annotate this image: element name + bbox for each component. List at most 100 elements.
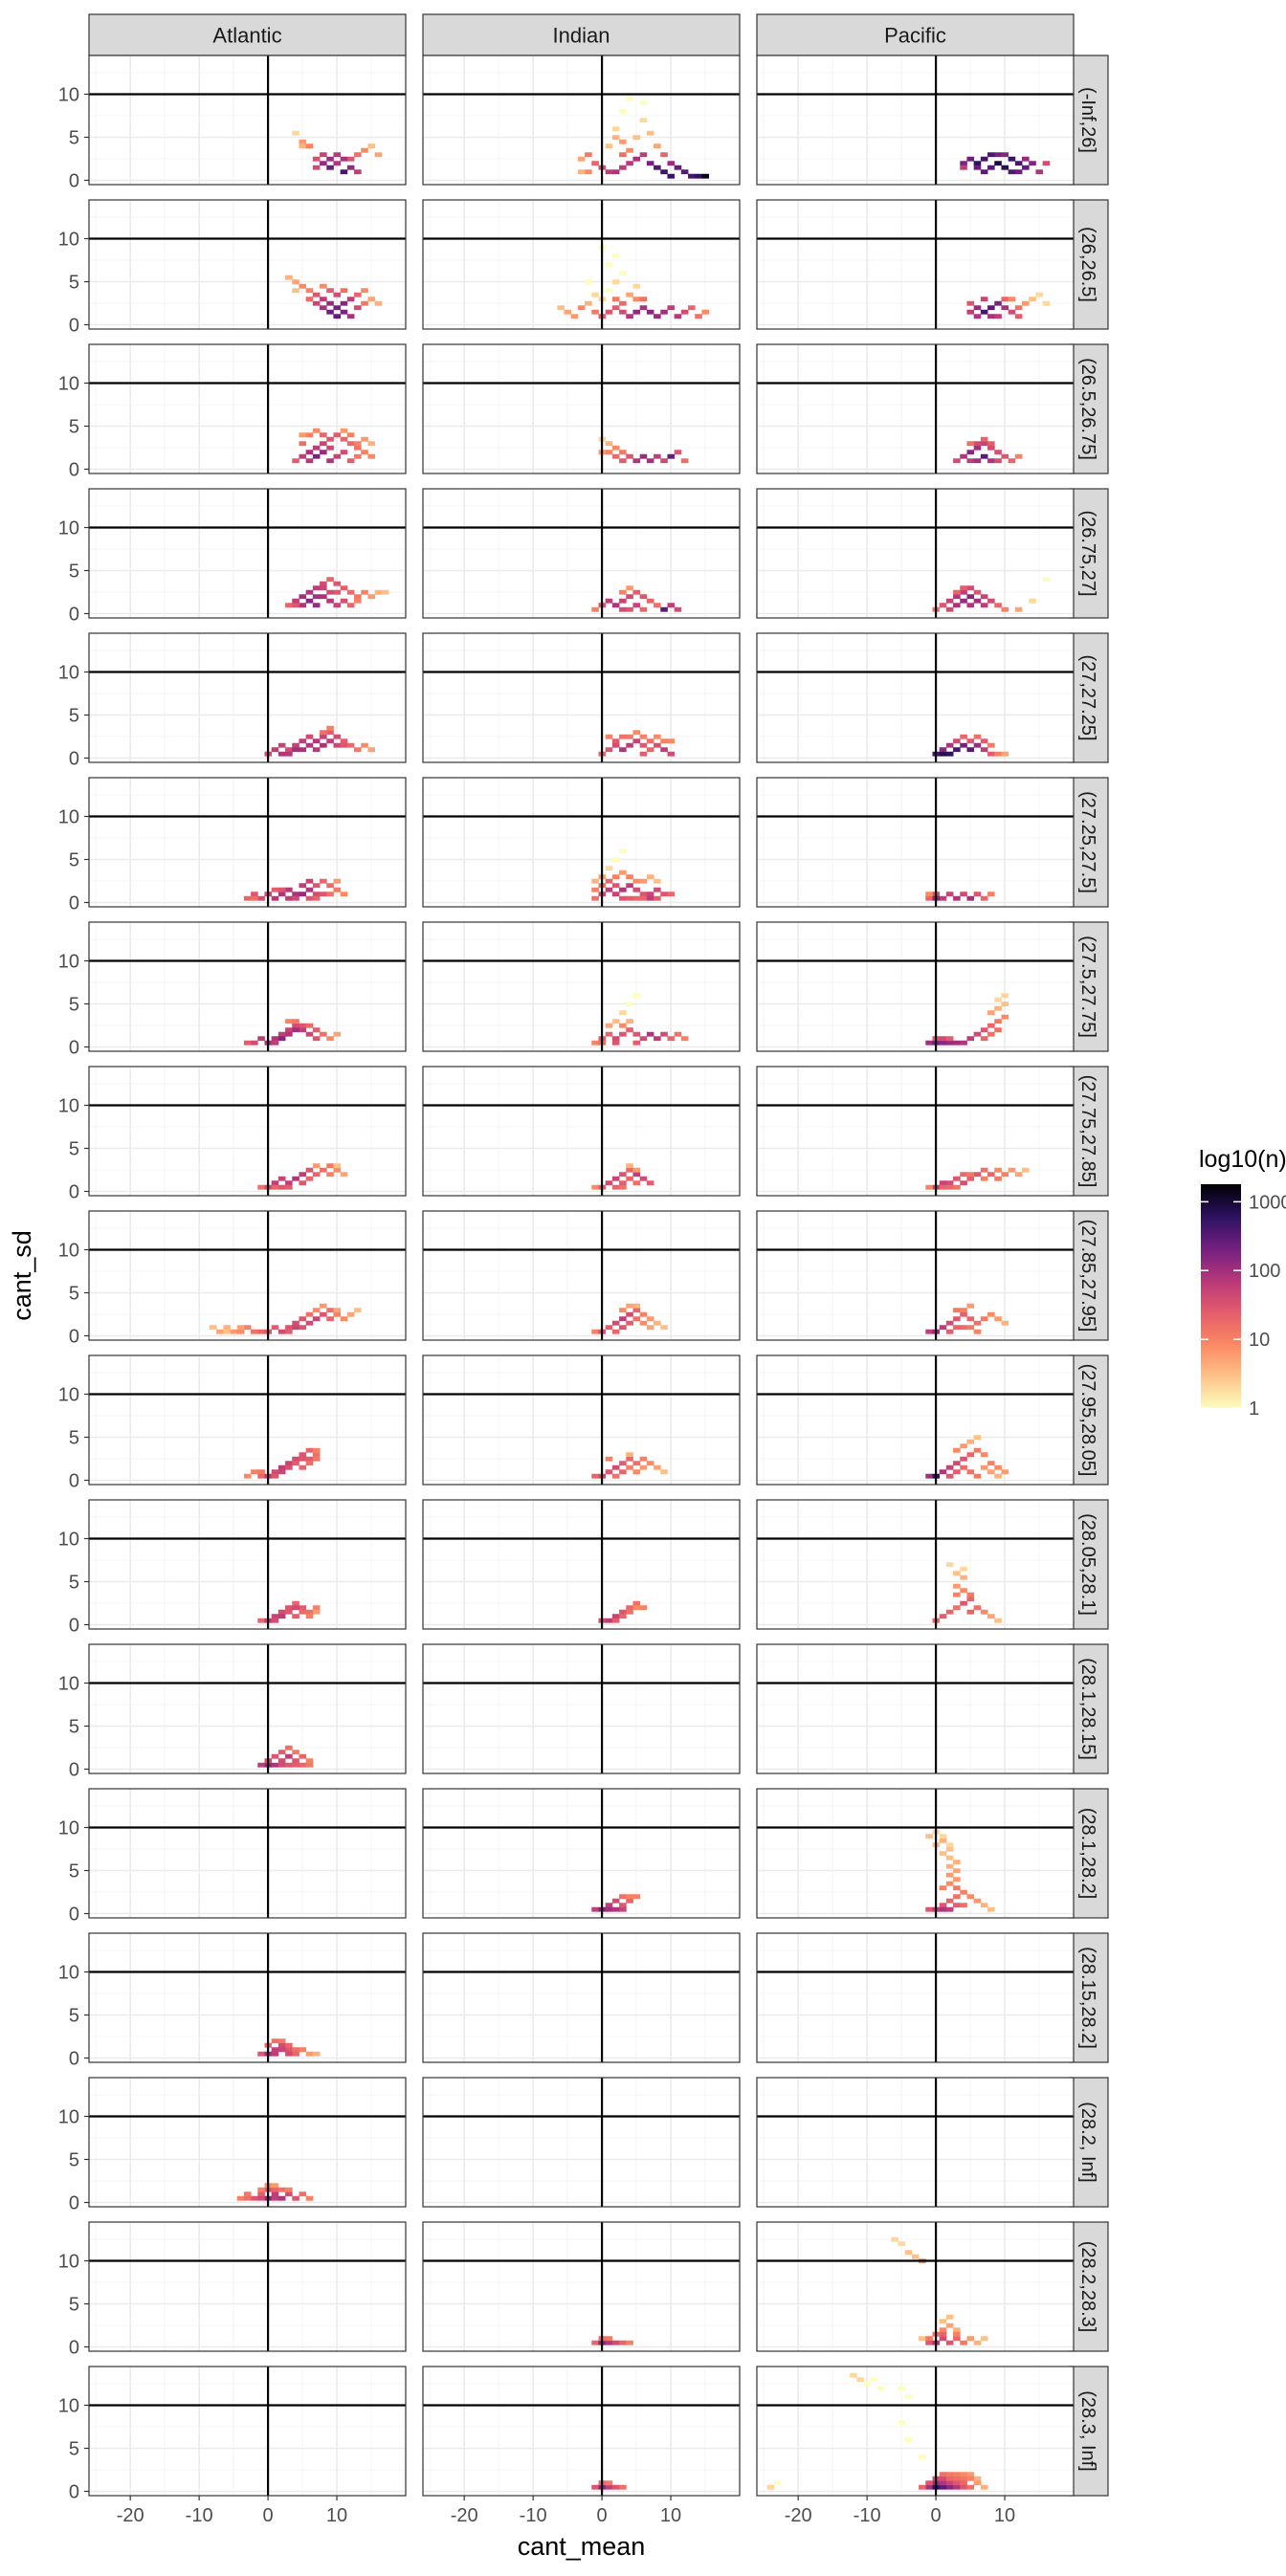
heat-cell <box>312 300 321 306</box>
heat-cell <box>987 1461 995 1466</box>
y-tick-label: 0 <box>69 1904 79 1926</box>
heat-cell <box>605 1456 613 1462</box>
panel-border <box>88 1066 407 1197</box>
y-tick-label: 5 <box>69 2150 79 2171</box>
heat-cell <box>945 751 954 757</box>
heat-cell <box>299 603 307 608</box>
heat-cell <box>626 1464 633 1470</box>
y-tick-label: 5 <box>69 273 79 294</box>
panel-border <box>88 343 407 474</box>
panel-background <box>423 778 740 907</box>
heat-cell <box>626 1605 633 1611</box>
heat-cell <box>346 165 355 170</box>
heat-cell <box>585 300 592 306</box>
heat-cell <box>953 747 961 753</box>
heat-cells <box>591 848 676 901</box>
column-strip: Indian <box>422 13 741 56</box>
heat-cell <box>619 165 627 170</box>
heat-cell <box>646 895 654 901</box>
heat-cell <box>611 126 620 132</box>
heat-cell <box>312 1605 321 1611</box>
x-axis-layer: -20 -10 0 10 -20 -10 0 10 -20 -10 0 10 <box>117 2496 1015 2526</box>
heat-cell <box>340 428 348 433</box>
heat-cell <box>960 1600 967 1606</box>
heat-cell <box>980 738 988 744</box>
panel-border <box>88 2221 407 2352</box>
heat-cell <box>285 1609 293 1615</box>
heat-cell <box>973 598 982 604</box>
heat-cell <box>646 874 654 880</box>
heat-cell <box>216 1329 224 1334</box>
heat-cell <box>966 1592 975 1597</box>
panel-background <box>89 489 406 618</box>
y-tick-label: 10 <box>58 85 79 106</box>
heat-cell <box>953 1877 961 1882</box>
heat-cell <box>619 1316 627 1322</box>
row-strip: (28.2, Inf] <box>1069 2077 1109 2208</box>
heat-cell <box>646 130 654 136</box>
heat-cell <box>925 1473 933 1479</box>
x-tick-label: -20 <box>785 2505 812 2526</box>
heat-cell <box>285 275 293 280</box>
panel-background <box>423 1355 740 1485</box>
panel-background <box>89 1644 406 1773</box>
heat-cell <box>236 1325 245 1331</box>
heat-cell <box>619 1609 627 1615</box>
column-strip: Pacific <box>756 13 1075 56</box>
heat-cell <box>611 892 620 897</box>
heat-cell <box>1001 751 1009 757</box>
heat-cell <box>980 1027 988 1033</box>
panel <box>756 2366 1075 2497</box>
heat-cell <box>333 1308 342 1313</box>
heat-cell <box>953 1605 961 1611</box>
y-tick-label: 10 <box>58 2396 79 2417</box>
heat-cell <box>953 895 961 901</box>
panel-border <box>422 1788 741 1919</box>
heat-cell <box>257 2191 265 2197</box>
heat-cell <box>966 747 975 753</box>
panel <box>422 2221 741 2352</box>
heat-cell <box>626 585 633 591</box>
row-strip: (27,27.25] <box>1069 632 1109 763</box>
heat-cell <box>1035 292 1044 297</box>
heat-cell <box>639 1176 648 1181</box>
row-strip-label: (28.1,28.15] <box>1077 1658 1098 1760</box>
heat-cell <box>367 297 376 302</box>
heat-cell <box>626 2340 633 2345</box>
panel-background <box>89 778 406 907</box>
heat-cell <box>639 751 648 757</box>
heat-cell <box>271 2195 279 2201</box>
strip-background <box>1069 777 1109 908</box>
heat-cell <box>960 742 967 748</box>
heat-cell <box>973 589 982 595</box>
heat-cell <box>299 883 307 889</box>
heat-cell <box>945 1562 954 1568</box>
heat-cell <box>243 1040 252 1046</box>
panel <box>88 1066 407 1197</box>
heat-cell <box>980 2336 988 2342</box>
heat-cell <box>953 2480 961 2486</box>
heat-cell <box>312 747 321 753</box>
heat-cell <box>320 283 327 289</box>
heat-cell <box>312 1036 321 1042</box>
heat-cell <box>611 305 620 311</box>
heat-cells <box>264 725 376 757</box>
heat-cell <box>973 734 982 739</box>
heat-cell <box>925 895 933 901</box>
heat-cell <box>973 1320 982 1326</box>
heat-cell <box>639 1320 648 1326</box>
heat-cell <box>939 1851 947 1857</box>
heat-cell <box>285 747 293 753</box>
panel-border <box>756 343 1075 474</box>
heat-cell <box>333 887 342 892</box>
heat-cell <box>320 152 327 158</box>
panel-border <box>422 632 741 763</box>
heat-cell <box>973 892 982 897</box>
heat-cell <box>271 747 279 753</box>
heat-cell <box>305 1614 314 1619</box>
heat-cell <box>646 738 654 744</box>
heat-cell <box>987 1469 995 1475</box>
heat-cell <box>591 887 599 892</box>
panel-background <box>423 1789 740 1918</box>
heat-cell <box>619 1308 627 1313</box>
